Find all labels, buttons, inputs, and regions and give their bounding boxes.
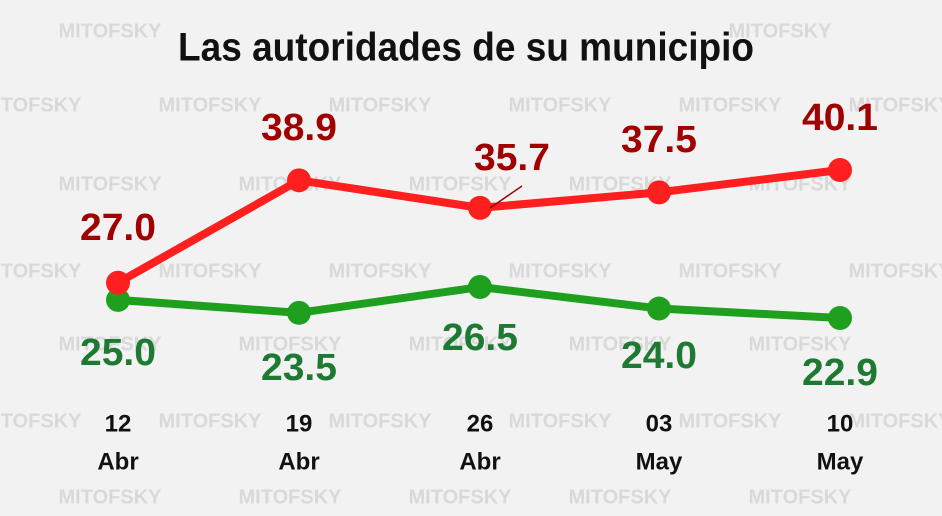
x-tick-label: Abr (97, 448, 138, 475)
watermark: MITOFSKY (329, 94, 433, 116)
point (106, 287, 130, 312)
x-tick-label: 10 (827, 410, 854, 437)
data-label: 22.9 (802, 352, 878, 394)
x-tick-label: 26 (467, 410, 494, 437)
watermark: MITOFSKY (679, 94, 783, 116)
watermark: MITOFSKY (239, 486, 343, 508)
data-label: 40.1 (802, 97, 878, 139)
x-tick-label: May (636, 448, 683, 475)
watermark: MITOFSKY (569, 486, 673, 508)
watermark: MITOFSKY (59, 486, 163, 508)
watermark: MITOFSKY (509, 94, 613, 116)
point (106, 270, 130, 295)
watermark: MITOFSKY (509, 260, 613, 282)
watermark: MITOFSKY (159, 410, 263, 432)
point (647, 296, 671, 321)
data-label: 23.5 (261, 347, 337, 389)
watermark: MITOFSKY (729, 20, 833, 42)
data-label: 25.0 (80, 332, 156, 374)
x-tick-label: Abr (459, 448, 500, 475)
x-tick-label: 12 (105, 410, 132, 437)
chart-title: Las autoridades de su municipio (178, 26, 754, 70)
watermark: MITOFSKY (409, 333, 513, 355)
watermark: MITOFSKY (409, 173, 513, 195)
watermark: MITOFSKY (329, 410, 433, 432)
data-label: 38.9 (261, 107, 337, 149)
watermark: MITOFSKY (849, 260, 942, 282)
data-label: 37.5 (621, 119, 697, 161)
data-label: 24.0 (621, 335, 697, 377)
watermark: MITOFSKY (59, 20, 163, 42)
watermark: MITOFSKY (849, 94, 942, 116)
watermark: MITOFSKY (159, 94, 263, 116)
data-label: 35.7 (474, 137, 550, 179)
data-label: 27.0 (80, 207, 156, 249)
watermark: MITOFSKY (749, 486, 853, 508)
point (287, 168, 311, 193)
point (828, 158, 852, 182)
leader-line (489, 185, 523, 209)
watermark: MITOFSKY (59, 173, 163, 195)
x-tick-label: May (817, 448, 864, 475)
watermark: MITOFSKY (569, 333, 673, 355)
watermark: MITOFSKY (849, 410, 942, 432)
watermark: MITOFSKY (679, 410, 783, 432)
watermark: MITOFSKY (509, 410, 613, 432)
point (468, 195, 492, 220)
point (287, 300, 311, 325)
point (828, 306, 852, 330)
watermark: MITOFSKY (329, 260, 433, 282)
point (647, 180, 671, 205)
x-tick-label: 03 (646, 410, 673, 437)
watermarks: MITOFSKY MITOFSKY MITOFSKY MITOFSKY MITOFSKY… (0, 20, 942, 508)
x-tick-label: 19 (286, 410, 313, 437)
watermark: MITOFSKY (0, 410, 82, 432)
watermark: MITOFSKY (59, 333, 163, 355)
watermark: MITOFSKY (159, 260, 263, 282)
point (468, 275, 492, 300)
watermark: MITOFSKY (0, 260, 82, 282)
watermark: MITOFSKY (0, 94, 82, 116)
watermark: MITOFSKY (749, 333, 853, 355)
watermark: MITOFSKY (409, 486, 513, 508)
x-tick-label: Abr (278, 448, 319, 475)
watermark: MITOFSKY (679, 260, 783, 282)
data-label: 26.5 (442, 317, 518, 359)
watermark: MITOFSKY (239, 333, 343, 355)
